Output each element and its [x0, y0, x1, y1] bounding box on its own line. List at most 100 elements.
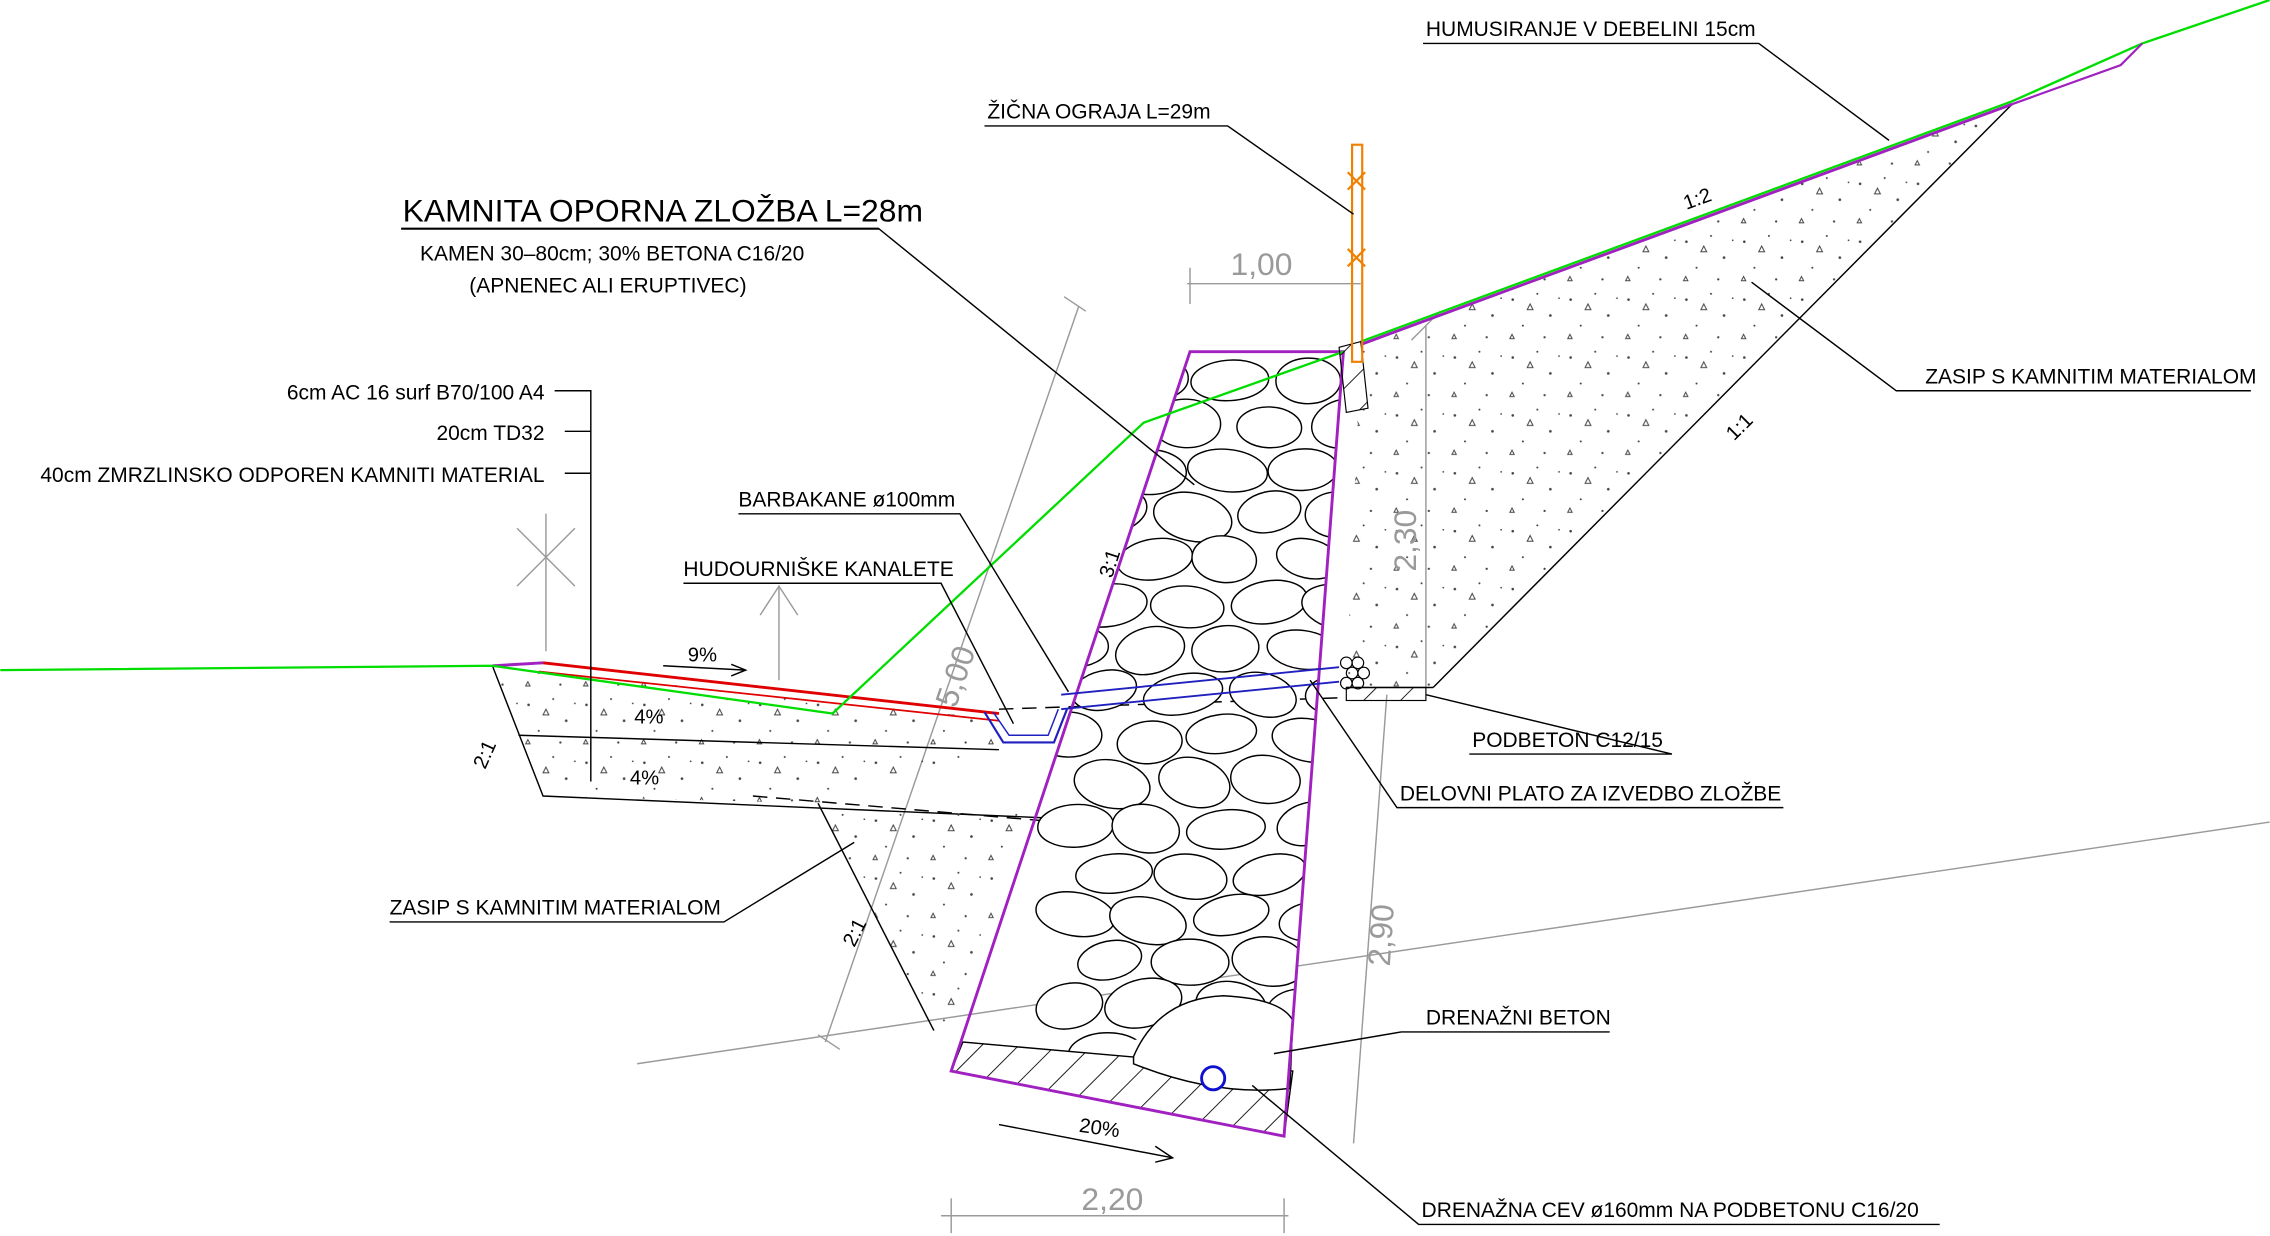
gravel [1339, 656, 1371, 690]
label: 20cm TD32 [436, 422, 544, 445]
dim-tick [817, 1034, 841, 1050]
stone [1116, 720, 1183, 765]
channel [983, 708, 1068, 744]
road-body [492, 665, 999, 804]
stone [1185, 808, 1266, 850]
dimension: 2,90 [1361, 903, 1401, 967]
fence-mark [1346, 171, 1366, 268]
stone [1230, 579, 1308, 625]
stone [1191, 535, 1258, 584]
weep-pipe [1061, 666, 1340, 696]
leaders [389, 42, 2251, 1226]
dim-line [1352, 694, 1388, 1144]
label: 6cm AC 16 surf B70/100 A4 [287, 381, 545, 404]
slope-line [1360, 102, 2013, 346]
stone [1464, 936, 1537, 988]
stone [1075, 487, 1148, 535]
stone [1035, 982, 1104, 1030]
stone [1158, 756, 1231, 809]
label: ŽIČNA OGRAJA L=29m [987, 101, 1210, 124]
ground-line [637, 821, 2270, 1065]
original-terrain [0, 350, 1344, 715]
fill-left-slope [817, 802, 935, 1031]
road-layer [518, 734, 999, 751]
title: KAMNITA OPORNA ZLOŽBA L=28m [403, 192, 923, 228]
stone [1037, 803, 1115, 848]
stone [1186, 448, 1269, 493]
slope: 3:1 [1096, 547, 1126, 581]
stone [1278, 901, 1344, 942]
stone [1067, 583, 1148, 628]
stone [1030, 361, 1101, 404]
label: ZASIP S KAMNITIM MATERIALOM [390, 897, 721, 920]
slope: 1:1 [1722, 409, 1757, 444]
asphalt [542, 661, 1000, 715]
label: ZASIP S KAMNITIM MATERIALOM [1925, 366, 2256, 389]
label: 40cm ZMRZLINSKO ODPOREN KAMNITI MATERIAL [40, 464, 544, 487]
stone [1035, 891, 1116, 938]
fill-slope [1432, 103, 2013, 688]
label: DRENAŽNA CEV ø160mm NA PODBETONU C16/20 [1422, 1199, 1919, 1222]
axis-mark [759, 584, 799, 616]
label: KAMEN 30–80cm; 30% BETONA C16/20 [420, 243, 804, 266]
wall-outline [949, 350, 1345, 1138]
slope: 1:2 [1681, 184, 1715, 214]
asphalt [538, 670, 1000, 722]
stone [1149, 585, 1225, 629]
lean-concrete [1345, 686, 1427, 702]
humus [1360, 0, 2270, 343]
dimension: 5,00 [928, 641, 982, 711]
fill-right [1346, 104, 2013, 688]
stone [1191, 624, 1260, 673]
stone [1459, 848, 1533, 901]
stone [1348, 804, 1422, 858]
stone [1185, 713, 1258, 755]
label: BARBAKANE ø100mm [738, 489, 955, 512]
stone [1111, 803, 1181, 854]
stone [1075, 853, 1154, 895]
dimension: 2,20 [1081, 1181, 1143, 1217]
slope: 2:1 [470, 737, 502, 772]
stone [1230, 754, 1301, 805]
label: DELOVNI PLATO ZA IZVEDBO ZLOŽBE [1400, 782, 1781, 805]
stone [1237, 490, 1302, 534]
stone [1150, 938, 1230, 986]
dimension: 1,00 [1231, 246, 1293, 282]
fill-left [818, 803, 1028, 1043]
stone [1109, 896, 1187, 946]
label: (APNENEC ALI ERUPTIVEC) [469, 274, 746, 297]
stone [1190, 359, 1270, 402]
label: DRENAŽNI BETON [1426, 1007, 1611, 1030]
stone [1032, 447, 1107, 492]
road-edge [492, 661, 544, 668]
drain-concrete [1132, 995, 1294, 1091]
slope: 20% [1078, 1115, 1121, 1142]
stone [1339, 980, 1344, 1029]
stone [1077, 939, 1143, 981]
stone [1104, 977, 1183, 1029]
slope: 4% [634, 707, 663, 729]
dim-tick [1063, 296, 1087, 312]
stone [1267, 448, 1339, 492]
slope-line [2011, 42, 2144, 106]
stone [1236, 406, 1303, 449]
stone [1069, 400, 1149, 445]
dimension: 2,30 [1387, 510, 1423, 572]
drain-pipe [1200, 1065, 1227, 1092]
stone [1192, 893, 1270, 937]
channel [992, 708, 1059, 736]
stone [1275, 537, 1341, 580]
slope: 4% [630, 767, 659, 789]
label: HUMUSIRANJE V DEBELINI 15cm [1426, 18, 1756, 41]
stone [1350, 716, 1428, 766]
stone [1153, 853, 1228, 900]
stone [1392, 1030, 1462, 1080]
stone [1266, 629, 1339, 671]
stone [1309, 765, 1344, 809]
stone [1073, 758, 1151, 810]
label: PODBETON C12/15 [1472, 729, 1663, 752]
dim-line [824, 306, 1080, 1043]
weep-pipe [1061, 680, 1340, 711]
slope: 9% [688, 644, 717, 666]
